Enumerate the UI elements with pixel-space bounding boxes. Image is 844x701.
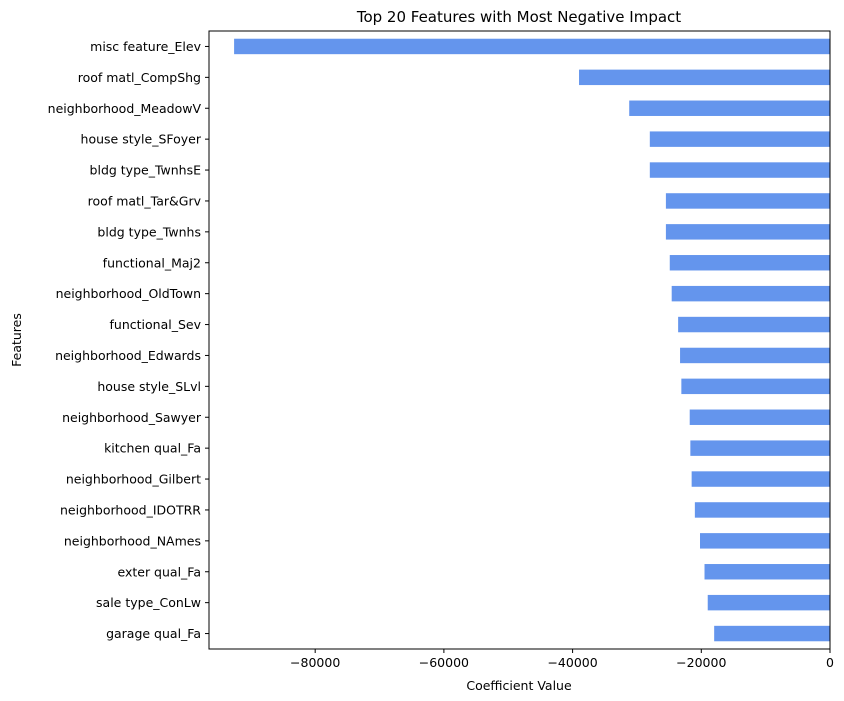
y-tick-label: neighborhood_Sawyer [62,410,202,425]
y-tick-label: roof matl_CompShg [78,70,201,85]
y-tick-label: neighborhood_Gilbert [66,472,201,487]
bar [691,471,830,487]
y-tick-label: sale type_ConLw [96,595,201,610]
bar [649,131,830,147]
y-tick-label: misc feature_Elev [90,39,201,54]
bar [671,285,830,302]
y-tick-label: neighborhood_Edwards [55,348,201,363]
x-tick-label: 0 [826,655,834,670]
y-tick-label: bldg type_Twnhs [97,224,201,239]
x-tick-label: −40000 [547,655,597,670]
bar [234,38,830,55]
y-tick-label: house style_SLvl [97,379,201,394]
y-tick-label: garage qual_Fa [106,626,201,641]
bar [681,378,830,395]
bar [665,224,830,240]
bar [704,564,830,580]
bar [700,533,830,549]
y-tick-label: neighborhood_IDOTRR [60,502,201,517]
bar [629,100,830,116]
bar [707,594,830,611]
bar [689,409,830,425]
y-tick-label: neighborhood_OldTown [56,286,201,301]
bar [665,193,830,209]
y-tick-label: exter qual_Fa [117,564,201,579]
plot-frame [208,30,831,650]
y-axis-title: Features [9,313,24,367]
x-tick-label: −60000 [419,655,469,670]
y-tick-label: functional_Sev [110,317,202,332]
x-axis-title: Coefficient Value [466,678,572,693]
bar [694,502,830,518]
y-tick-label: roof matl_Tar&Grv [88,193,202,208]
y-tick-label: neighborhood_MeadowV [48,101,202,116]
bar [680,347,830,364]
bar [669,255,830,271]
bar [714,625,830,642]
y-tick-label: functional_Maj2 [103,255,201,270]
x-tick-label: −80000 [290,655,340,670]
x-tick-label: −20000 [676,655,726,670]
bar [579,69,830,86]
bar [690,440,830,456]
bar [678,316,830,333]
x-axis-ticks: −80000 −60000 −40000 −20000 0 [290,649,834,670]
y-tick-label: house style_SFoyer [81,132,202,147]
y-tick-label: neighborhood_NAmes [64,533,201,548]
bars-layer [234,38,830,642]
y-tick-label: kitchen qual_Fa [104,441,201,456]
y-tick-label: bldg type_TwnhsE [90,163,202,178]
bar [649,162,830,178]
chart-title: Top 20 Features with Most Negative Impac… [356,8,681,26]
